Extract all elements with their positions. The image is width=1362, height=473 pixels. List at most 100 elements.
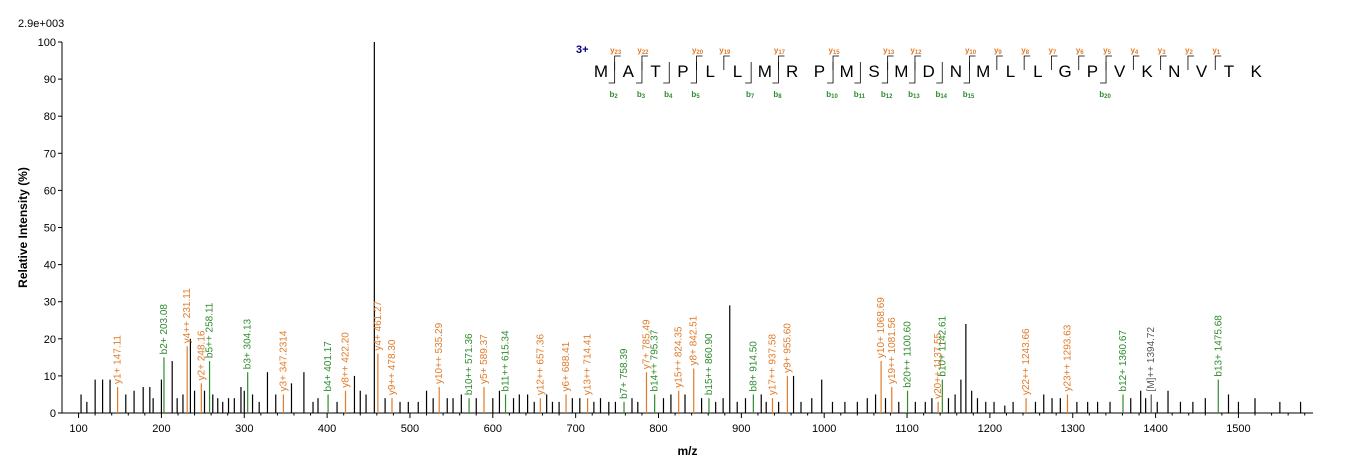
peak-label: y1+ 147.11 <box>113 335 124 384</box>
y-ion-bracket <box>1187 55 1194 70</box>
peak-label: y4++ 231.11 <box>182 288 193 343</box>
peaks <box>80 42 1302 413</box>
x-tick-label: 600 <box>484 423 502 435</box>
x-tick-label: 1400 <box>1143 423 1167 435</box>
x-tick-label: 1300 <box>1060 423 1084 435</box>
peak-label: y4+ 461.27 <box>373 300 384 350</box>
sequence-residue: N <box>950 62 962 81</box>
b-ion-bracket <box>690 62 697 84</box>
fragment-label: y20 <box>692 46 704 56</box>
x-tick-label: 1100 <box>895 423 919 435</box>
axes: 0 10 20 30 40 50 60 70 80 90 100 100 200 300 400 500 600… <box>38 37 1313 435</box>
b-ion-bracket <box>936 62 943 84</box>
y-ion-bracket <box>1105 55 1113 70</box>
y-axis-title: Relative Intensity (%) <box>16 167 30 288</box>
peak-label: y23++ 1293.63 <box>1062 324 1073 391</box>
fragment-label: b15 <box>963 90 975 100</box>
peak-label: b14++ 795.37 <box>650 329 661 391</box>
peak-label: y9+ 955.60 <box>782 323 793 373</box>
y-ion-bracket <box>641 55 648 70</box>
sequence-residue: P <box>814 62 825 81</box>
x-tick-label: 900 <box>732 423 750 435</box>
sequence-residue: A <box>623 62 635 81</box>
y-tick-label: 60 <box>44 185 56 197</box>
sequence-residue: P <box>677 62 688 81</box>
b-ion-bracket <box>745 62 752 84</box>
b-ion-bracket <box>881 62 889 84</box>
peak-label: b5++ 258.11 <box>205 302 216 358</box>
y-tick-label: 100 <box>38 37 56 49</box>
sequence-residue: K <box>1251 62 1263 81</box>
fragment-label: y1 <box>1212 46 1220 56</box>
y-ion-bracket <box>1214 55 1222 70</box>
y-ion-bracket <box>1051 55 1058 70</box>
y-ion-bracket <box>1160 55 1167 70</box>
peak-label: y17++ 937.58 <box>767 334 778 396</box>
sequence-residue: T <box>650 62 660 81</box>
x-axis-title: m/z <box>677 444 697 458</box>
sequence-residue: T <box>1224 62 1234 81</box>
peak-label: y10+ 1068.69 <box>876 297 887 358</box>
peak-label: b11++ 615.34 <box>501 330 512 391</box>
b-ion-bracket <box>635 62 643 84</box>
x-tick-label: 1500 <box>1226 423 1250 435</box>
y-ion-bracket <box>1023 55 1031 70</box>
peak-label: b15++ 860.90 <box>704 333 715 395</box>
y-tick-label: 10 <box>44 371 56 383</box>
fragment-label: y12 <box>910 46 922 56</box>
sequence-residue: N <box>1168 62 1180 81</box>
y-tick-label: 0 <box>50 408 56 420</box>
peak-label: y13++ 714.41 <box>583 334 594 396</box>
b-ion-bracket <box>908 62 916 84</box>
fragment-label: y2 <box>1185 46 1193 56</box>
peak-label: b20++ 1100.60 <box>903 321 914 388</box>
sequence-residue: L <box>1006 62 1015 81</box>
y-ion-bracket <box>969 55 976 70</box>
max-intensity-label: 2.9e+003 <box>18 18 64 30</box>
fragment-label: b4 <box>664 90 673 100</box>
y-ion-bracket <box>778 55 785 70</box>
peak-label: y6+ 688.41 <box>561 341 572 391</box>
y-tick-label: 50 <box>44 223 56 235</box>
x-tick-label: 1200 <box>978 423 1002 435</box>
sequence-residue: M <box>594 62 608 81</box>
sequence-residue: V <box>1114 62 1126 81</box>
x-tick-label: 300 <box>235 423 253 435</box>
peak-label: y8++ 422.20 <box>341 332 352 388</box>
peak-label: b13+ 1475.68 <box>1213 315 1224 377</box>
peak-label: b3+ 304.13 <box>243 318 254 369</box>
fragment-label: b14 <box>935 90 947 100</box>
fragment-label: y23 <box>610 46 622 56</box>
y-tick-label: 90 <box>44 74 56 86</box>
peak-label: b12+ 1360.67 <box>1118 330 1129 392</box>
b-ion-bracket <box>772 62 779 84</box>
peak-label: y10++ 535.29 <box>434 322 445 384</box>
sequence-residue: M <box>894 62 908 81</box>
sequence-residue: R <box>786 62 798 81</box>
peak-label: y8+ 842.51 <box>689 315 700 365</box>
sequence-residue: M <box>976 62 990 81</box>
fragment-label: b3 <box>637 90 646 100</box>
y-ion-bracket <box>1132 55 1140 70</box>
fragment-label: y8 <box>1021 46 1029 56</box>
charge-state-label: 3+ <box>576 44 589 56</box>
y-ion-bracket <box>614 55 621 70</box>
peak-label: y3+ 347.2314 <box>278 330 289 391</box>
fragment-label: b7 <box>746 90 755 100</box>
sequence-residue: G <box>1058 62 1071 81</box>
peak-label: y22++ 1243.66 <box>1021 328 1032 395</box>
peak-label: y9++ 478.30 <box>387 339 398 395</box>
fragment-label: y17 <box>774 46 786 56</box>
peak-label: y12++ 657.36 <box>535 334 546 396</box>
fragment-label: b12 <box>881 90 893 100</box>
sequence-residue: L <box>733 62 742 81</box>
fragment-label: y4 <box>1130 46 1138 56</box>
b-ion-bracket <box>608 62 616 84</box>
y-tick-label: 70 <box>44 148 56 160</box>
y-tick-label: 80 <box>44 111 56 123</box>
x-tick-label: 1000 <box>812 423 836 435</box>
fragment-label: y19 <box>719 46 731 56</box>
